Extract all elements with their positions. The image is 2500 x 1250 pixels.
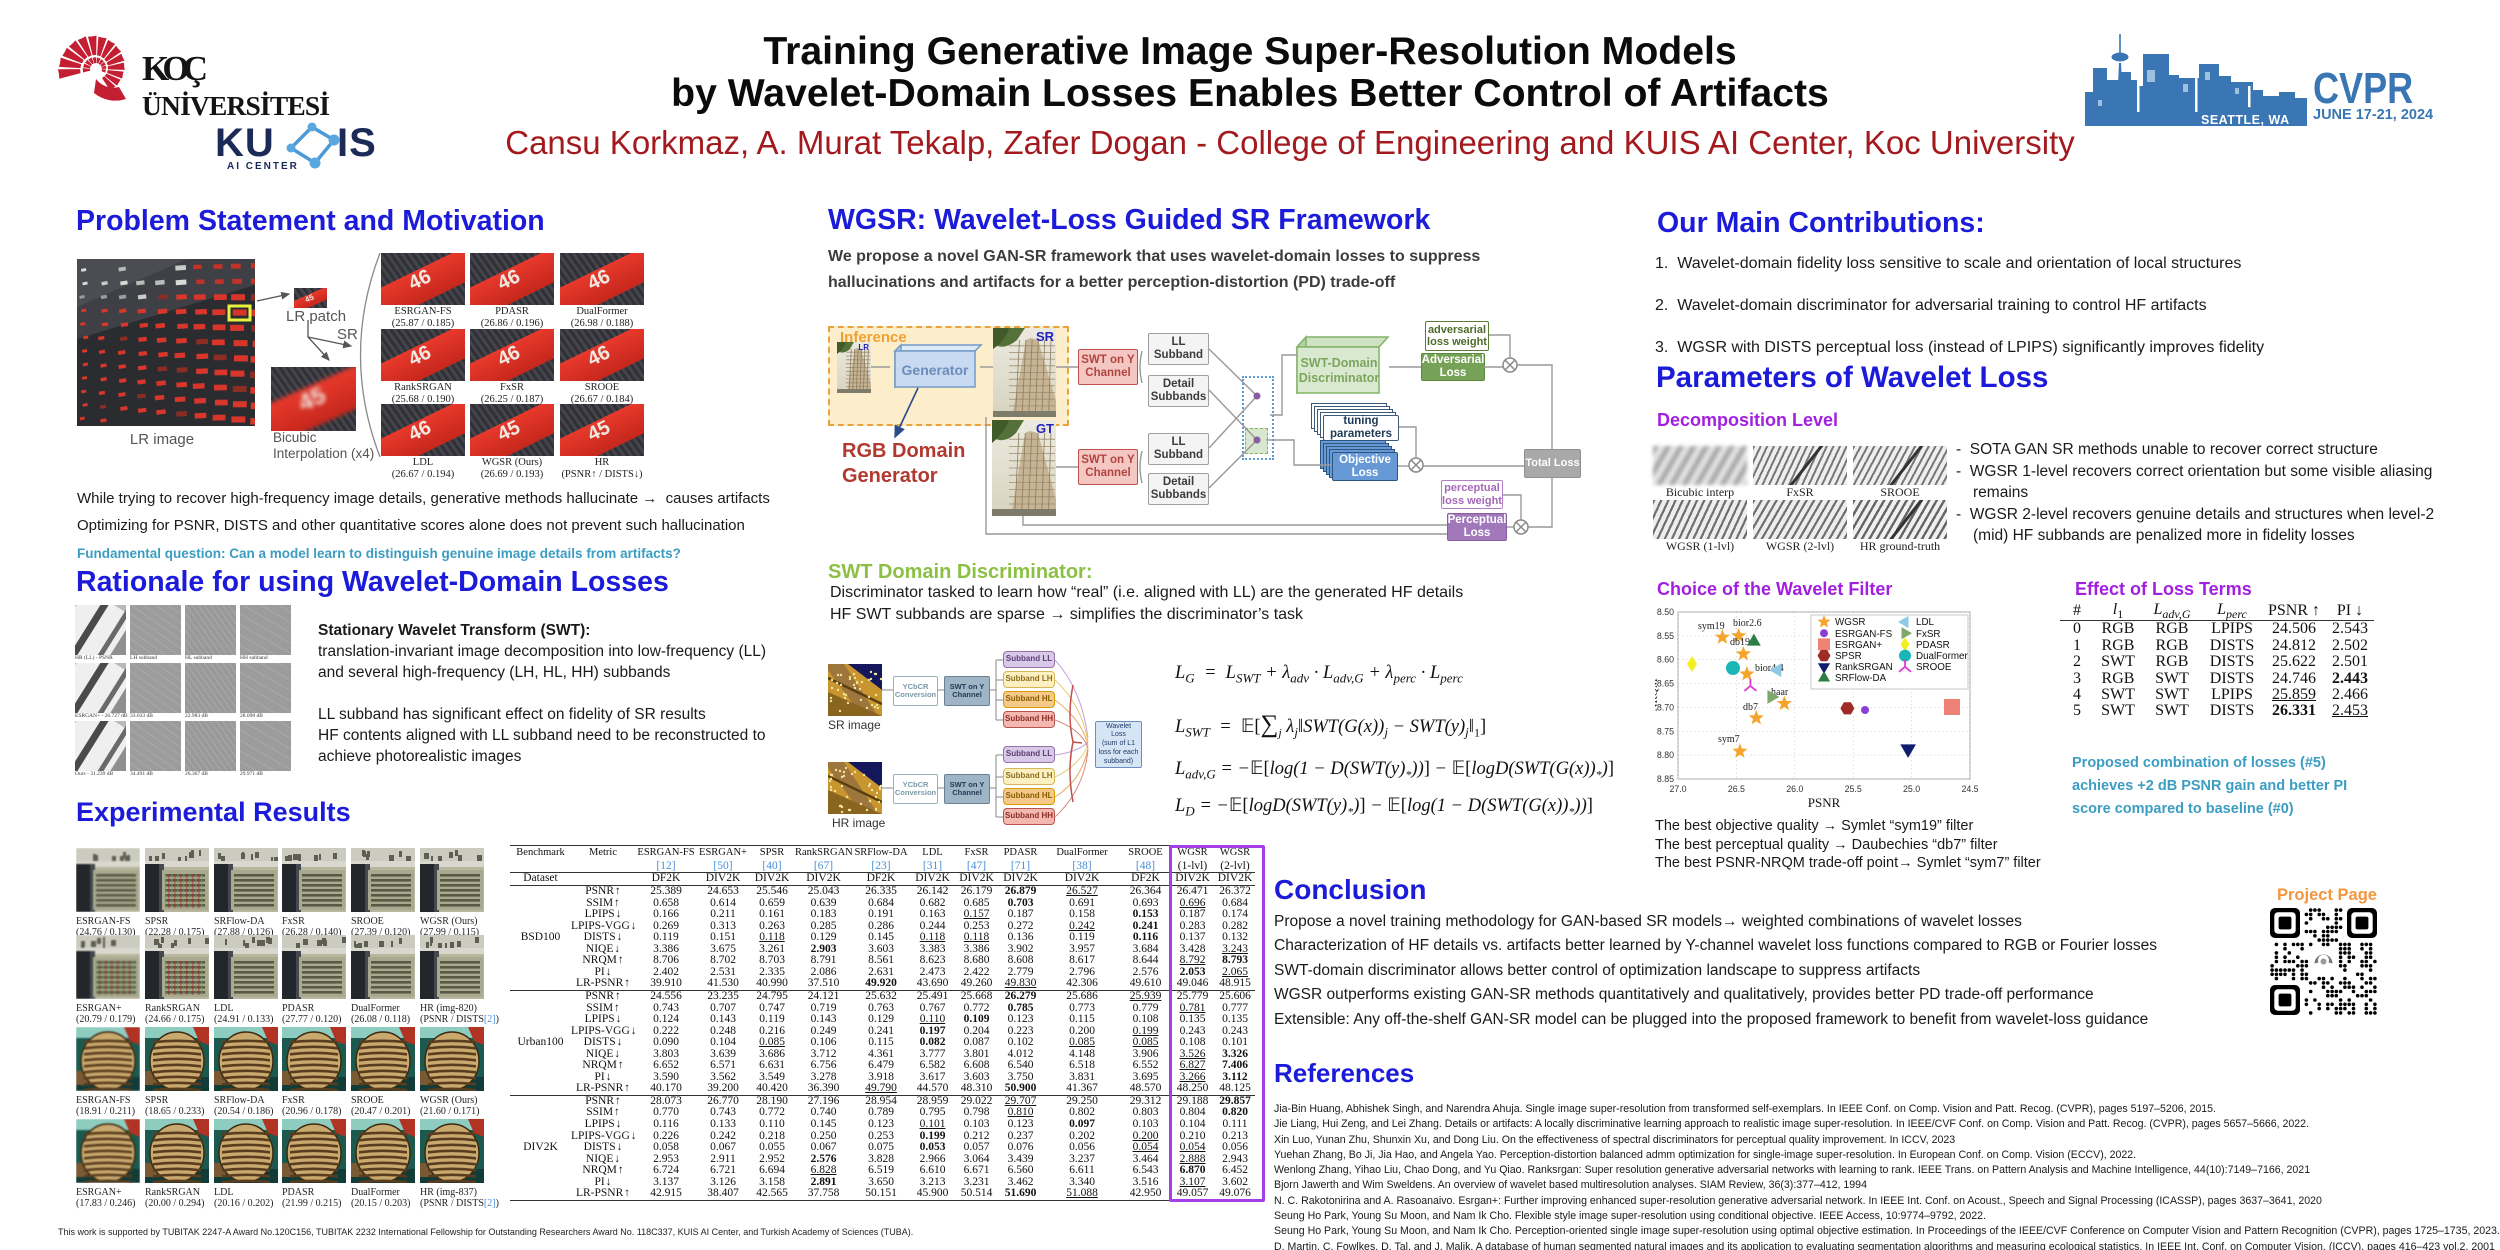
svg-text:SWT-Domain: SWT-Domain <box>1300 356 1377 370</box>
svg-text:8.60: 8.60 <box>1657 655 1674 665</box>
svg-text:8.85: 8.85 <box>1657 774 1674 784</box>
svg-text:SROOE: SROOE <box>1916 662 1952 673</box>
svg-text:KOÇ: KOÇ <box>142 49 208 88</box>
svg-text:sym7: sym7 <box>1718 734 1740 745</box>
svg-text:NRQM: NRQM <box>1655 678 1660 711</box>
svg-text:sym19: sym19 <box>1698 621 1725 632</box>
svg-text:27.0: 27.0 <box>1669 784 1686 794</box>
svg-text:FxSR: FxSR <box>1916 629 1941 640</box>
svg-text:IS: IS <box>337 121 377 165</box>
svg-text:SPSR: SPSR <box>1835 651 1862 662</box>
svg-text:Discriminator: Discriminator <box>1299 371 1380 385</box>
svg-text:25.5: 25.5 <box>1845 784 1862 794</box>
svg-text:PDASR: PDASR <box>1916 640 1950 651</box>
svg-text:8.75: 8.75 <box>1657 726 1674 736</box>
svg-text:SEATTLE, WA: SEATTLE, WA <box>2201 113 2290 126</box>
svg-text:26.5: 26.5 <box>1728 784 1745 794</box>
svg-text:WGSR: WGSR <box>1835 617 1865 628</box>
svg-text:8.80: 8.80 <box>1657 750 1674 760</box>
svg-text:26.0: 26.0 <box>1786 784 1803 794</box>
svg-text:SRFlow-DA: SRFlow-DA <box>1835 673 1887 684</box>
svg-text:24.5: 24.5 <box>1961 784 1978 794</box>
svg-text:8.50: 8.50 <box>1657 607 1674 617</box>
svg-text:bior4.4: bior4.4 <box>1755 663 1784 674</box>
svg-text:KU: KU <box>215 121 275 165</box>
svg-text:8.70: 8.70 <box>1657 702 1674 712</box>
svg-text:8.55: 8.55 <box>1657 631 1674 641</box>
svg-text:PSNR: PSNR <box>1808 795 1841 810</box>
svg-text:Generator: Generator <box>902 362 969 378</box>
svg-text:ESRGAN-FS: ESRGAN-FS <box>1835 629 1893 640</box>
svg-text:8.65: 8.65 <box>1657 679 1674 689</box>
svg-text:db7: db7 <box>1743 702 1758 713</box>
svg-text:ESRGAN+: ESRGAN+ <box>1835 640 1882 651</box>
svg-text:DualFormer: DualFormer <box>1916 651 1968 662</box>
svg-text:AI CENTER: AI CENTER <box>227 161 299 172</box>
svg-text:haar: haar <box>1771 687 1789 698</box>
svg-text:RankSRGAN: RankSRGAN <box>1835 662 1893 673</box>
svg-text:LDL: LDL <box>1916 617 1935 628</box>
svg-text:bior2.6: bior2.6 <box>1733 618 1762 629</box>
svg-text:ÜNİVERSİTESİ: ÜNİVERSİTESİ <box>142 90 330 121</box>
svg-text:25.0: 25.0 <box>1903 784 1920 794</box>
svg-text:db19: db19 <box>1730 637 1750 648</box>
